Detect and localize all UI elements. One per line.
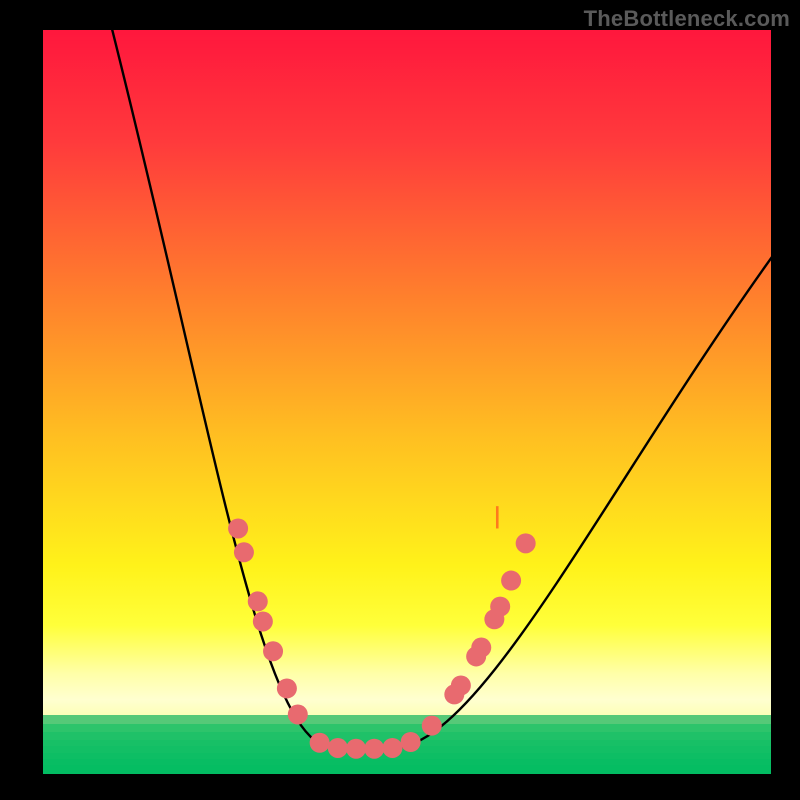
data-marker (234, 542, 254, 562)
data-marker (346, 739, 366, 759)
data-marker (490, 597, 510, 617)
data-marker (228, 518, 248, 538)
data-marker (382, 738, 402, 758)
data-marker (451, 675, 471, 695)
data-marker (288, 704, 308, 724)
data-marker (328, 738, 348, 758)
data-marker (364, 739, 384, 759)
data-marker (310, 733, 330, 753)
data-marker (263, 641, 283, 661)
data-marker (253, 611, 273, 631)
data-marker (422, 716, 442, 736)
v-curve (109, 30, 771, 748)
plot-area (43, 30, 771, 774)
data-marker (277, 678, 297, 698)
data-marker (401, 732, 421, 752)
watermark-text: TheBottleneck.com (584, 6, 790, 32)
curve-layer (43, 30, 771, 774)
data-marker (248, 591, 268, 611)
marker-group (228, 518, 536, 758)
data-marker (516, 533, 536, 553)
data-marker (471, 638, 491, 658)
chart-canvas: TheBottleneck.com (0, 0, 800, 800)
data-marker (501, 571, 521, 591)
